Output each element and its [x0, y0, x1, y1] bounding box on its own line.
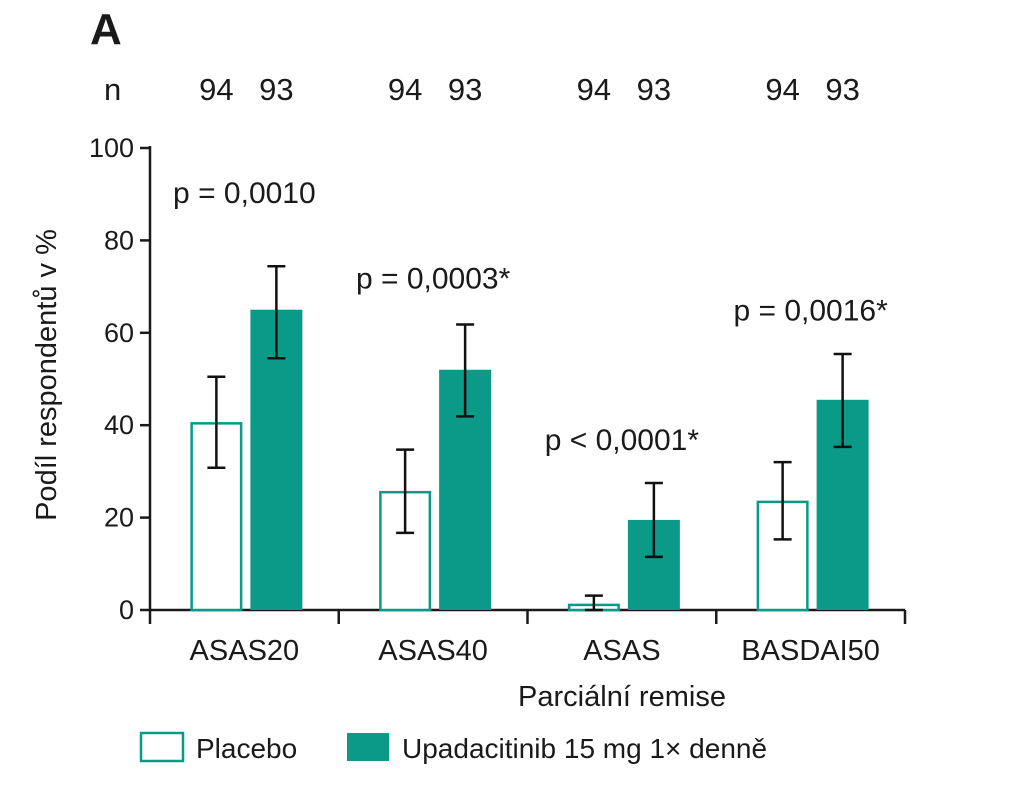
bar-placebo-asas20 [190, 422, 243, 612]
n-label: n [104, 72, 121, 107]
y-tick-label-80: 80 [104, 225, 134, 255]
n-count-upadacitinib-asas20: 93 [259, 72, 293, 107]
n-count-upadacitinib-asas40: 93 [448, 72, 482, 107]
n-count-placebo-asas40: 94 [388, 72, 422, 107]
y-tick-label-100: 100 [89, 133, 134, 163]
legend-label-upadacitinib: Upadacitinib 15 mg 1× denně [402, 733, 767, 764]
p-value-asas40: p = 0,0003* [356, 262, 511, 295]
y-tick-label-20: 20 [104, 503, 134, 533]
n-count-upadacitinib-basdai50: 93 [825, 72, 859, 107]
y-tick-label-40: 40 [104, 410, 134, 440]
y-tick-label-0: 0 [119, 595, 134, 625]
n-count-placebo-asas20: 94 [199, 72, 233, 107]
legend-swatch-upadacitinib [347, 733, 389, 761]
x-tick-label-asas: ASAS [583, 635, 660, 667]
y-tick-label-60: 60 [104, 318, 134, 348]
x-tick-label-asas40: ASAS40 [378, 635, 488, 667]
x-axis-title: Parciální remise [518, 681, 726, 713]
p-value-asas: p < 0,0001* [545, 424, 700, 457]
plot-area: 0 20 40 60 80 100 ASAS20 94 93 p = 0,0010 ASAS40 94… [89, 72, 907, 667]
legend-label-placebo: Placebo [196, 733, 297, 764]
legend: Placebo Upadacitinib 15 mg 1× denně [139, 731, 767, 764]
n-count-upadacitinib-asas: 93 [637, 72, 671, 107]
x-tick-label-asas20: ASAS20 [190, 635, 300, 667]
panel-label: A [90, 5, 122, 54]
p-value-asas20: p = 0,0010 [173, 177, 316, 210]
n-count-placebo-basdai50: 94 [765, 72, 799, 107]
n-count-placebo-asas: 94 [577, 72, 611, 107]
y-axis-title: Podíl respondentů v % [31, 229, 63, 521]
p-value-basdai50: p = 0,0016* [733, 295, 888, 328]
legend-swatch-placebo [139, 731, 185, 763]
bar-upadacitinib-asas20 [250, 309, 303, 610]
x-tick-label-basdai50: BASDAI50 [741, 635, 880, 667]
